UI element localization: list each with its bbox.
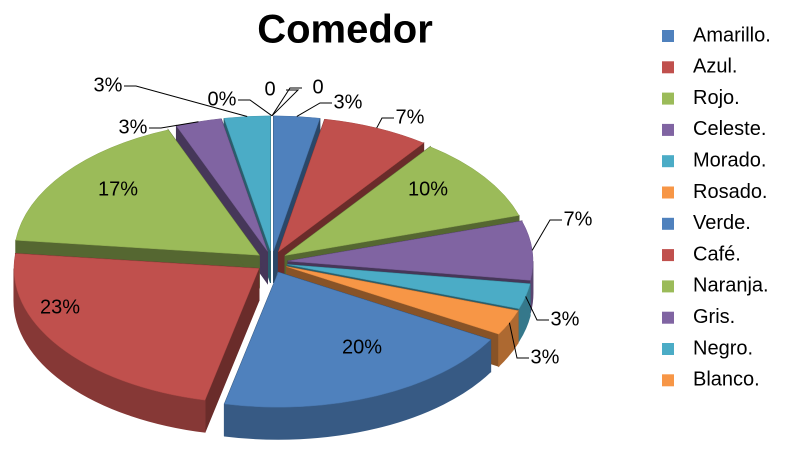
legend-swatch [662, 374, 674, 387]
legend-label: Blanco. [693, 369, 760, 391]
legend-label: Azul. [693, 56, 737, 78]
legend-swatch [662, 155, 674, 168]
leader-line [124, 85, 248, 117]
legend-swatch [662, 123, 674, 136]
legend-label: Celeste. [693, 118, 766, 140]
legend-label: Amarillo. [693, 24, 771, 46]
legend-swatch [662, 61, 674, 74]
slice [13, 253, 260, 401]
legend-label: Morado. [693, 149, 766, 171]
leader-line [271, 89, 300, 117]
slice [273, 115, 321, 251]
data-label: 0% [208, 88, 237, 110]
legend-label: Rosado. [693, 181, 768, 203]
slice [284, 146, 520, 256]
data-label: 3% [94, 74, 123, 96]
legend-swatch [662, 217, 674, 230]
data-label: 7% [564, 208, 593, 230]
data-label: 3% [334, 91, 363, 113]
legend-swatch [662, 30, 674, 42]
legend-label: Rojo. [693, 87, 740, 109]
legend-swatch [662, 186, 674, 199]
legend-label: Café. [693, 243, 741, 265]
leader-line [508, 322, 529, 359]
legend-swatch [662, 311, 674, 324]
chart-title: Comedor [257, 8, 433, 52]
slice [15, 129, 260, 256]
legend-swatch [662, 280, 674, 293]
data-label: 0 [312, 76, 323, 98]
leader-line [271, 87, 302, 117]
leader-line [531, 219, 562, 251]
legend-swatch [662, 343, 674, 355]
slice [223, 115, 271, 251]
leader-line [376, 117, 394, 129]
legend-label: Negro. [693, 337, 753, 359]
legend-swatch [662, 249, 674, 262]
legend-swatch [662, 92, 674, 105]
data-label: 17% [98, 178, 138, 200]
legend-label: Gris. [693, 306, 735, 328]
slice [176, 118, 268, 252]
slice [224, 271, 492, 408]
legend-label: Naranja. [693, 275, 769, 297]
data-label: 20% [342, 336, 382, 358]
data-label: 3% [551, 308, 580, 330]
leader-line [149, 121, 199, 129]
data-label: 0 [264, 78, 275, 100]
slice [277, 118, 425, 253]
leader-line [525, 296, 549, 321]
data-label: 10% [408, 178, 448, 200]
data-label: 7% [396, 106, 425, 128]
slice [287, 220, 534, 281]
data-label: 3% [531, 346, 560, 368]
leader-line [296, 102, 332, 117]
data-label: 3% [119, 116, 148, 138]
data-label: 23% [40, 296, 80, 318]
legend-label: Verde. [693, 212, 751, 234]
leader-line [238, 99, 273, 117]
